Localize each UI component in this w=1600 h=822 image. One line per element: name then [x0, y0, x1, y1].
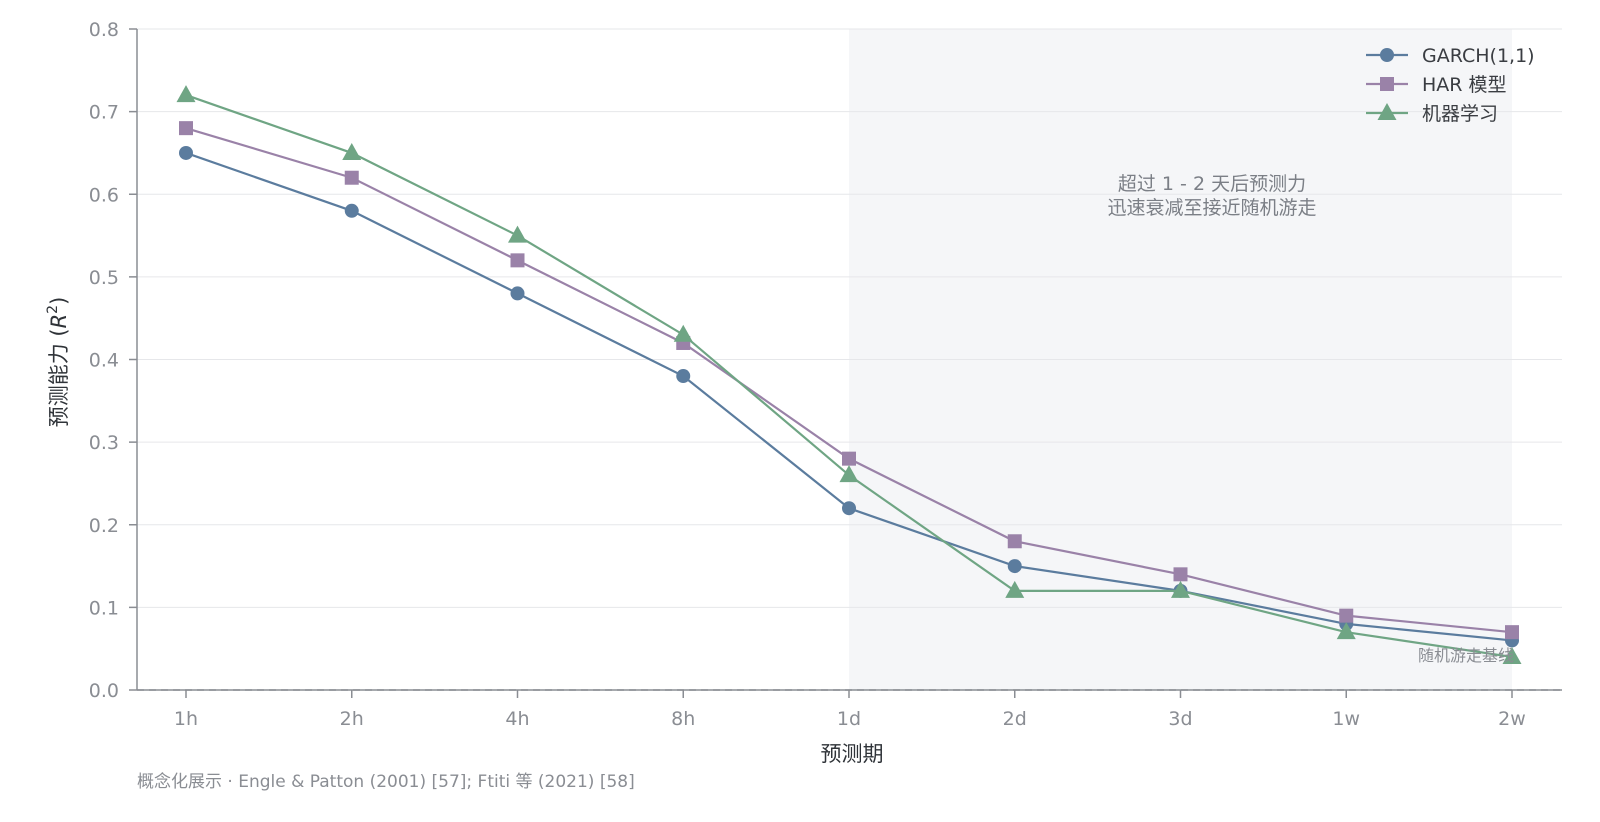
y-axis-title-sup: 2 — [45, 305, 61, 314]
x-tick-label: 1d — [837, 708, 861, 730]
y-axis-title-main: 预测能力 ( — [47, 328, 71, 427]
x-tick-label: 1w — [1332, 708, 1360, 730]
data-point — [1505, 625, 1519, 640]
data-point — [1336, 622, 1356, 640]
x-tick-label: 4h — [505, 708, 529, 730]
y-axis-title: 预测能力 (R2) — [45, 297, 71, 428]
x-tick-label: 8h — [671, 708, 695, 730]
data-point — [179, 121, 193, 136]
annotation-line-1: 超过 1 - 2 天后预测力 — [1118, 173, 1306, 195]
y-tick-label: 0.3 — [89, 432, 119, 454]
data-point — [1339, 608, 1354, 623]
series-layer — [176, 85, 1522, 664]
x-tick-label: 1h — [174, 708, 198, 730]
x-tick-label: 3d — [1168, 708, 1192, 730]
legend-label: HAR 模型 — [1422, 74, 1507, 96]
x-tick-label: 2w — [1498, 708, 1526, 730]
footnote: 概念化展示 · Engle & Patton (2001) [57]; Ftit… — [137, 771, 635, 792]
annotation-line-2: 迅速衰减至接近随机游走 — [1107, 197, 1316, 219]
data-point — [842, 451, 856, 466]
baseline-label: 随机游走基线 — [1418, 646, 1514, 665]
legend-marker — [1377, 103, 1397, 120]
data-point — [839, 465, 859, 483]
data-point — [1005, 580, 1025, 598]
data-point — [176, 85, 196, 103]
y-tick-label: 0.2 — [89, 515, 119, 537]
data-point — [1171, 580, 1190, 598]
series-3 — [176, 85, 1522, 664]
y-axis-title-close: ) — [47, 297, 71, 305]
y-tick-label: 0.1 — [89, 597, 119, 619]
axis-layer: 0.0 0.1 0.2 0.3 0.4 0.5 0.6 0.7 0.8 1h 2h 4h 8h 1d 2d 3… — [89, 19, 1562, 730]
data-point — [342, 142, 362, 160]
data-point — [1173, 567, 1188, 582]
data-point — [1007, 534, 1022, 549]
y-tick-label: 0.5 — [89, 267, 119, 289]
legend-marker — [1380, 48, 1394, 62]
legend-label: 机器学习 — [1422, 103, 1498, 125]
y-tick-label: 0.0 — [89, 680, 119, 702]
legend-label: GARCH(1,1) — [1422, 45, 1535, 67]
y-tick-label: 0.6 — [89, 184, 119, 206]
data-point — [842, 501, 856, 516]
data-point — [508, 225, 527, 243]
y-tick-label: 0.7 — [89, 102, 119, 124]
data-point — [510, 253, 525, 268]
data-point — [510, 286, 525, 301]
data-point — [676, 369, 691, 384]
y-tick-label: 0.8 — [89, 19, 119, 41]
y-axis-title-var: R — [47, 314, 71, 329]
x-tick-label: 2h — [340, 708, 364, 730]
data-point — [673, 324, 693, 342]
y-tick-label: 0.4 — [89, 350, 119, 372]
legend-entry-3: 机器学习 — [1366, 103, 1498, 125]
data-point — [1007, 559, 1022, 574]
legend-entry-2: HAR 模型 — [1366, 74, 1507, 96]
data-point — [1502, 646, 1522, 664]
legend-entry-1: GARCH(1,1) — [1366, 45, 1535, 67]
x-tick-label: 2d — [1003, 708, 1027, 730]
x-axis-title: 预测期 — [821, 742, 884, 766]
data-point — [179, 145, 193, 160]
legend-marker — [1380, 77, 1394, 91]
data-point — [344, 203, 359, 218]
data-point — [344, 170, 359, 185]
